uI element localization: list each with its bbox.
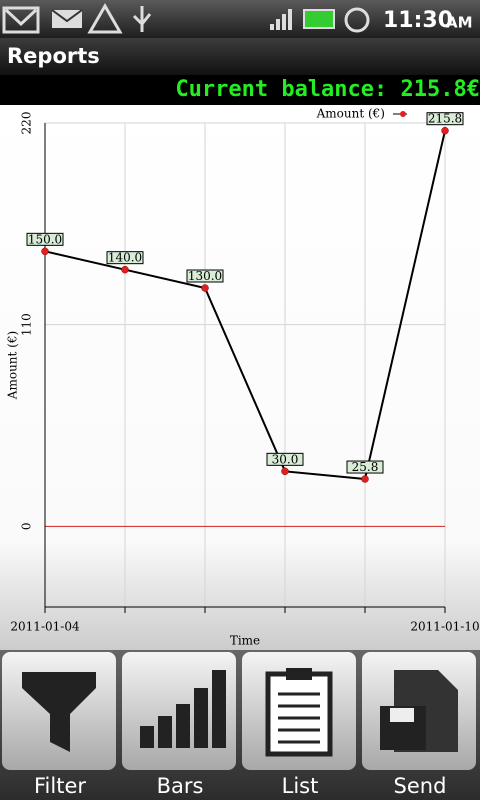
chart: 2011-01-04 2011-01-10 0 110 220 Time Amount (€… xyxy=(0,105,480,650)
value-label: 140.0 xyxy=(108,251,142,265)
list-button[interactable] xyxy=(242,652,356,770)
button-label: List xyxy=(281,774,319,798)
clock: 11:30 xyxy=(383,8,453,33)
balance: Current balance: 215.8€ xyxy=(0,75,480,105)
marker xyxy=(201,284,209,292)
marker xyxy=(281,467,289,476)
y-axis-label: Amount (€) xyxy=(6,331,20,400)
value-label: 150.0 xyxy=(28,232,62,246)
toolbar: Filter Bars List Send xyxy=(0,650,480,800)
value-label-box xyxy=(266,452,304,466)
y-tick-label: 110 xyxy=(20,313,34,336)
value-label-box xyxy=(346,460,384,474)
title-bar: Reports xyxy=(0,38,480,75)
x-tick-label: 2011-01-04 xyxy=(10,620,80,634)
ampm: AM xyxy=(446,14,473,32)
filter-button[interactable] xyxy=(2,652,116,770)
marker xyxy=(441,126,449,135)
value-label-box xyxy=(106,251,144,265)
button-label: Send xyxy=(393,774,447,798)
bars-button[interactable] xyxy=(122,652,236,770)
value-label-box xyxy=(26,232,64,246)
button-label: Filter xyxy=(33,774,86,798)
value-label: 30.0 xyxy=(272,452,299,466)
value-label-box xyxy=(426,112,464,126)
y-tick-label: 220 xyxy=(20,112,34,135)
value-label: 25.8 xyxy=(352,460,379,474)
legend-marker xyxy=(400,111,406,117)
value-label: 215.8 xyxy=(428,112,462,126)
button-label: Bars xyxy=(156,774,204,798)
marker xyxy=(41,247,49,256)
status-bar: 11:30 AM xyxy=(0,0,480,38)
x-axis-label: Time xyxy=(230,634,260,648)
line xyxy=(44,130,446,481)
status-icons: 11:30 AM xyxy=(2,2,473,34)
marker xyxy=(121,265,129,274)
x-tick-label: 2011-01-10 xyxy=(410,620,479,634)
marker xyxy=(361,475,369,483)
y-tick-label: 0 xyxy=(20,523,34,531)
send-button[interactable] xyxy=(362,652,476,770)
value-label-box xyxy=(186,269,224,283)
legend-label: Amount (€) xyxy=(316,107,385,121)
value-label: 130.0 xyxy=(188,269,222,283)
